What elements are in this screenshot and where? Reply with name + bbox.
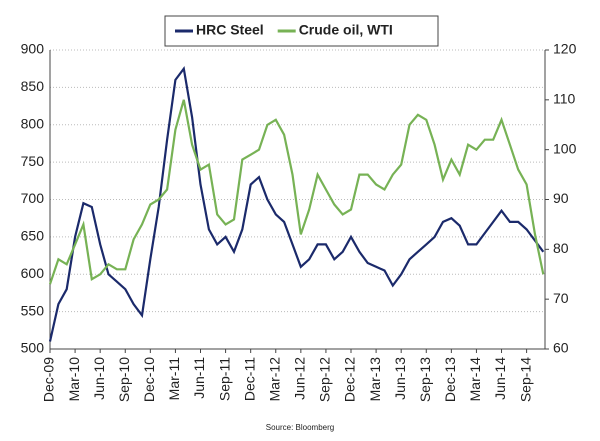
x-tick-label: Sep-10 (116, 357, 132, 402)
y2-tick-label: 90 (553, 190, 569, 206)
x-tick-label: Dec-10 (141, 357, 157, 402)
x-tick-label: Jun-11 (191, 357, 207, 399)
x-tick-label: Mar-10 (66, 357, 82, 402)
y-tick-label: 700 (21, 190, 45, 206)
x-tick-label: Jun-10 (91, 357, 107, 400)
x-tick-label: Dec-12 (342, 357, 358, 402)
y-tick-label: 650 (21, 228, 45, 244)
y-tick-label: 550 (21, 302, 45, 318)
x-tick-label: Mar-13 (367, 357, 383, 402)
x-tick-label: Sep-14 (517, 357, 533, 402)
x-tick-label: Sep-11 (216, 357, 232, 401)
source-note: Source: Bloomberg (266, 423, 334, 432)
x-tick-label: Jun-14 (492, 357, 508, 400)
legend-box (164, 15, 439, 47)
x-tick-label: Jun-13 (392, 357, 408, 400)
x-tick-label: Dec-11 (241, 357, 257, 401)
x-tick-label: Mar-12 (266, 357, 282, 402)
y-tick-label: 800 (21, 115, 45, 131)
legend-label: Crude oil, WTI (299, 22, 393, 38)
y-tick-label: 850 (21, 78, 45, 94)
y2-tick-label: 110 (553, 91, 576, 107)
x-tick-label: Mar-11 (166, 357, 182, 401)
y-tick-label: 750 (21, 153, 45, 169)
x-tick-label: Dec-13 (442, 357, 458, 402)
y2-tick-label: 60 (553, 340, 569, 356)
x-tick-label: Sep-12 (317, 357, 333, 402)
series-line (48, 99, 545, 285)
series-line (48, 65, 545, 342)
y-tick-label: 600 (21, 265, 45, 281)
legend-label: HRC Steel (196, 22, 264, 38)
x-tick-label: Mar-14 (467, 357, 483, 402)
x-tick-label: Sep-13 (417, 357, 433, 402)
y-tick-label: 900 (21, 41, 45, 57)
y-tick-label: 500 (21, 340, 45, 356)
x-tick-label: Dec-09 (41, 357, 57, 402)
y2-tick-label: 100 (553, 140, 577, 156)
y2-tick-label: 120 (553, 41, 577, 57)
y2-tick-label: 80 (553, 240, 569, 256)
x-tick-label: Jun-12 (292, 357, 308, 400)
y2-tick-label: 70 (553, 290, 569, 306)
